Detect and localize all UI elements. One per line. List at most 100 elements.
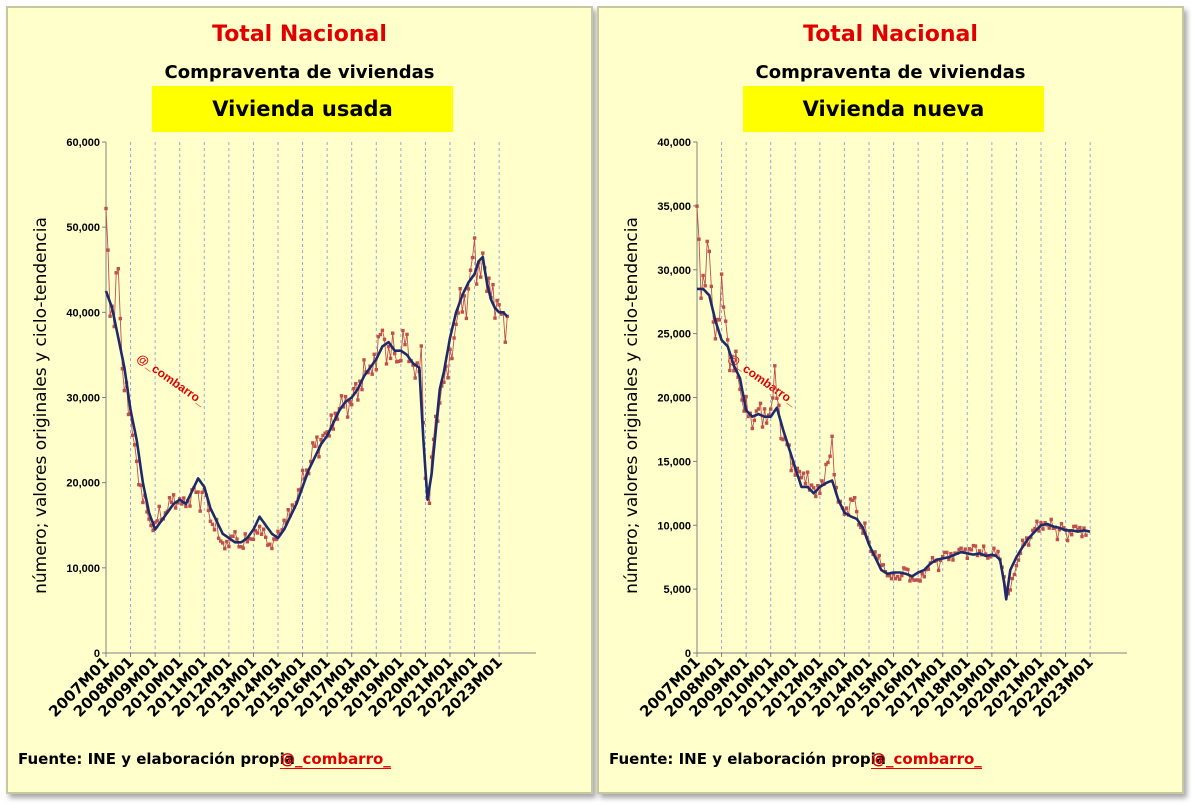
series-original-point — [434, 414, 438, 419]
series-original-point — [237, 545, 241, 549]
series-original-point — [317, 455, 321, 459]
series-original-point — [249, 537, 254, 541]
series-original-point — [225, 539, 229, 544]
series-original-point — [323, 431, 327, 435]
series-original-point — [401, 328, 405, 333]
series-original-point — [881, 563, 885, 567]
series-original-point — [992, 546, 996, 550]
series-original-point — [740, 398, 744, 402]
series-original-point — [378, 332, 383, 337]
series-original-point — [290, 503, 294, 507]
series-original-point — [1057, 528, 1062, 532]
y-tick-label: 50,000 — [66, 222, 100, 234]
series-original-point — [764, 421, 769, 425]
series-original-point — [348, 400, 352, 404]
panel-vivienda-usada: Total Nacional Compraventa de viviendas … — [6, 6, 593, 794]
series-original-point — [335, 417, 340, 421]
series-original-point — [495, 298, 499, 303]
series-original-point — [830, 434, 834, 438]
series-original-point — [1084, 533, 1088, 537]
series-original-point — [382, 337, 387, 342]
series-original-point — [210, 522, 215, 526]
series-original-point — [200, 490, 204, 494]
series-original-point — [446, 376, 450, 380]
series-original-point — [251, 537, 256, 542]
series-original-point — [133, 443, 137, 447]
series-original-point — [732, 369, 736, 373]
series-original-point — [286, 508, 290, 512]
series-original-point — [1047, 526, 1051, 530]
series-original-point — [893, 576, 898, 581]
panel-subtitle: Compraventa de viviendas — [164, 62, 435, 83]
series-original-point — [462, 294, 466, 298]
series-original-point — [460, 310, 464, 314]
series-original-point — [356, 398, 360, 402]
series-original-point — [986, 556, 990, 560]
y-tick-label: 40,000 — [657, 137, 691, 149]
series-original-point — [325, 430, 329, 434]
series-original-point — [173, 506, 178, 510]
series-original-point — [339, 394, 344, 398]
series-original-point — [707, 249, 711, 254]
series-original-point — [427, 501, 432, 505]
y-tick-label: 5,000 — [663, 584, 691, 596]
series-original-point — [305, 468, 309, 472]
series-original-point — [726, 338, 730, 342]
series-original-point — [448, 347, 452, 351]
series-original-point — [167, 496, 172, 500]
series-original-point — [754, 409, 759, 413]
series-original-point — [803, 481, 808, 486]
source-note: Fuente: INE y elaboración propia — [609, 750, 886, 768]
series-original-point — [219, 539, 223, 543]
y-tick-label: 40,000 — [66, 307, 100, 319]
series-original-point — [362, 358, 366, 362]
series-original-point — [1012, 572, 1017, 577]
series-original-point — [106, 248, 110, 252]
panel-category-label: Vivienda nueva — [743, 86, 1044, 132]
series-original-point — [715, 317, 720, 322]
series-original-point — [253, 528, 258, 533]
series-original-point — [1033, 526, 1037, 531]
series-original-point — [820, 479, 824, 483]
series-original-point — [857, 523, 861, 527]
series-original-point — [738, 387, 742, 392]
series-original-point — [399, 359, 403, 363]
y-tick-label: 30,000 — [657, 265, 691, 277]
series-original-point — [711, 320, 716, 324]
series-original-point — [493, 316, 497, 320]
series-original-point — [760, 425, 765, 429]
series-original-point — [137, 483, 141, 487]
series-original-point — [270, 546, 274, 551]
series-original-point — [139, 483, 143, 488]
series-original-point — [965, 556, 969, 560]
series-original-point — [695, 204, 699, 208]
series-original-point — [503, 340, 507, 344]
series-original-point — [885, 574, 890, 578]
series-original-point — [1016, 558, 1021, 562]
series-original-point — [926, 567, 931, 571]
series-original-point — [319, 438, 323, 442]
series-original-point — [458, 287, 462, 291]
series-original-line — [696, 206, 1087, 595]
series-original-point — [122, 388, 127, 393]
series-original-point — [114, 271, 118, 275]
y-axis-title: número; valores originales y ciclo-tende… — [622, 217, 642, 594]
series-original-point — [479, 275, 483, 279]
series-original-point — [130, 433, 135, 437]
y-tick-label: 10,000 — [657, 520, 691, 532]
series-original-point — [699, 296, 703, 300]
series-original-point — [855, 509, 859, 514]
series-original-point — [176, 501, 180, 505]
series-original-point — [832, 473, 836, 477]
series-original-point — [756, 407, 761, 411]
series-original-point — [750, 426, 754, 431]
series-original-point — [147, 517, 151, 521]
series-original-point — [264, 535, 268, 539]
series-original-point — [769, 407, 773, 411]
series-original-point — [762, 407, 767, 411]
series-original-point — [452, 336, 456, 340]
panel-title: Total Nacional — [803, 22, 978, 47]
y-tick-label: 0 — [94, 648, 100, 660]
series-original-point — [1061, 526, 1066, 530]
series-original-point — [470, 255, 475, 260]
